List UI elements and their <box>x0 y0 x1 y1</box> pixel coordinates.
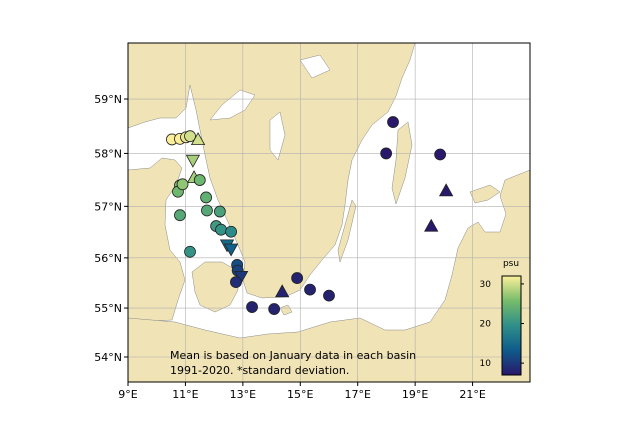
station-point <box>380 147 393 160</box>
y-tick-label: 54°N <box>94 351 122 364</box>
x-tick-label: 11°E <box>172 388 198 401</box>
station-point <box>225 225 237 238</box>
land-scandinavia <box>128 43 416 299</box>
land-islands <box>191 261 239 313</box>
x-tick-label: 17°E <box>344 388 370 401</box>
station-point <box>230 276 242 289</box>
land-bornholm <box>279 304 293 316</box>
x-tick-label: 21°E <box>459 388 485 401</box>
land-south <box>128 169 530 382</box>
station-point <box>184 130 196 143</box>
y-tick-label: 55°N <box>94 302 122 315</box>
y-tick-label: 59°N <box>94 93 122 106</box>
station-point <box>223 243 239 257</box>
land-oland <box>337 199 357 263</box>
station-point <box>304 283 316 296</box>
station-point <box>268 303 281 315</box>
station-point <box>291 272 304 284</box>
basemap <box>128 43 530 382</box>
y-tick-label: 56°N <box>94 252 122 265</box>
colorbar-tick-label: 20 <box>480 320 492 330</box>
land-gotland <box>391 121 413 205</box>
land-saaremaa <box>469 184 501 204</box>
station-point <box>184 245 196 258</box>
map-frame <box>127 42 531 383</box>
x-tick-label: 13°E <box>230 388 256 401</box>
annotation: 1991-2020. *standard deviation. <box>170 364 349 377</box>
station-point <box>323 289 335 302</box>
station-point <box>387 116 399 128</box>
station-point <box>185 154 201 168</box>
annotation: Mean is based on January data in each ba… <box>170 349 416 362</box>
x-tick-label: 15°E <box>287 388 313 401</box>
station-point <box>434 148 447 161</box>
station-point <box>201 204 213 217</box>
y-tick-label: 58°N <box>94 147 122 160</box>
colorbar <box>501 275 522 376</box>
lakes <box>209 54 331 161</box>
station-point <box>438 183 454 197</box>
station-point <box>176 178 189 191</box>
station-point <box>213 205 226 218</box>
station-point <box>190 132 206 146</box>
colorbar-tick-label: 10 <box>480 359 492 369</box>
colorbar-tick-label: 30 <box>480 280 492 290</box>
station-point <box>174 209 186 222</box>
station-point <box>193 174 206 186</box>
x-tick-label: 19°E <box>402 388 428 401</box>
colorbar-label: psu <box>503 259 519 269</box>
points <box>166 116 454 315</box>
station-point <box>215 223 227 236</box>
station-point <box>246 301 258 313</box>
x-tick-label: 9°E <box>118 388 137 401</box>
land-jutland <box>128 157 186 323</box>
station-point <box>275 284 290 298</box>
station-point <box>200 191 213 204</box>
station-point <box>424 218 439 232</box>
y-tick-label: 57°N <box>94 200 122 213</box>
